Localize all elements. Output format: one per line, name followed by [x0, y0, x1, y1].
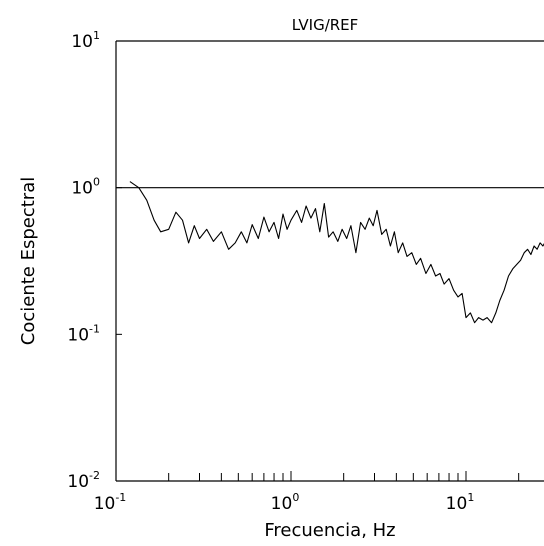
- x-tick-label: 100: [271, 491, 300, 514]
- y-tick-label: 10-1: [67, 322, 100, 345]
- x-tick-label: 101: [446, 491, 475, 514]
- y-tick-label: 10-2: [67, 469, 100, 492]
- x-axis-ticks: 10-1 100 101: [94, 471, 475, 514]
- y-axis-ticks: 10-2 10-1 100 101: [67, 29, 122, 492]
- y-axis-title: Cociente Espectral: [18, 177, 39, 345]
- x-tick-label: 10-1: [94, 491, 127, 514]
- chart-title: LVIG/REF: [292, 16, 359, 34]
- spectral-ratio-series-line: [129, 181, 544, 324]
- series-group: [129, 181, 544, 324]
- y-tick-label: 100: [71, 176, 100, 199]
- x-axis-title: Frecuencia, Hz: [264, 520, 395, 541]
- y-tick-label: 101: [71, 29, 100, 52]
- x-axis-minor-ticks: [168, 473, 520, 481]
